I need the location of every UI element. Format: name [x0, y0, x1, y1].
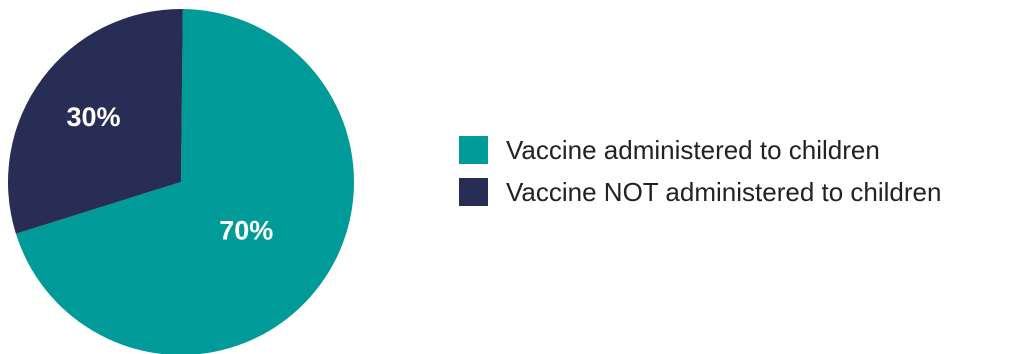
- legend-item-administered: Vaccine administered to children: [459, 136, 1026, 164]
- pie-slice-administered: [15, 9, 354, 354]
- legend-label-not-administered: Vaccine NOT administered to children: [506, 177, 942, 207]
- legend: Vaccine administered to children Vaccine…: [459, 136, 1026, 220]
- pie-slice-label-administered: 70%: [219, 215, 273, 245]
- pie-slice-label-not-administered: 30%: [66, 102, 120, 132]
- legend-item-not-administered: Vaccine NOT administered to children: [459, 178, 1026, 206]
- legend-swatch-not-administered: [459, 178, 488, 206]
- pie-slice-not-administered: [7, 8, 183, 234]
- legend-swatch-administered: [459, 136, 488, 164]
- legend-label-administered: Vaccine administered to children: [506, 135, 880, 165]
- pie-plot-area: 70% 30%: [7, 8, 354, 354]
